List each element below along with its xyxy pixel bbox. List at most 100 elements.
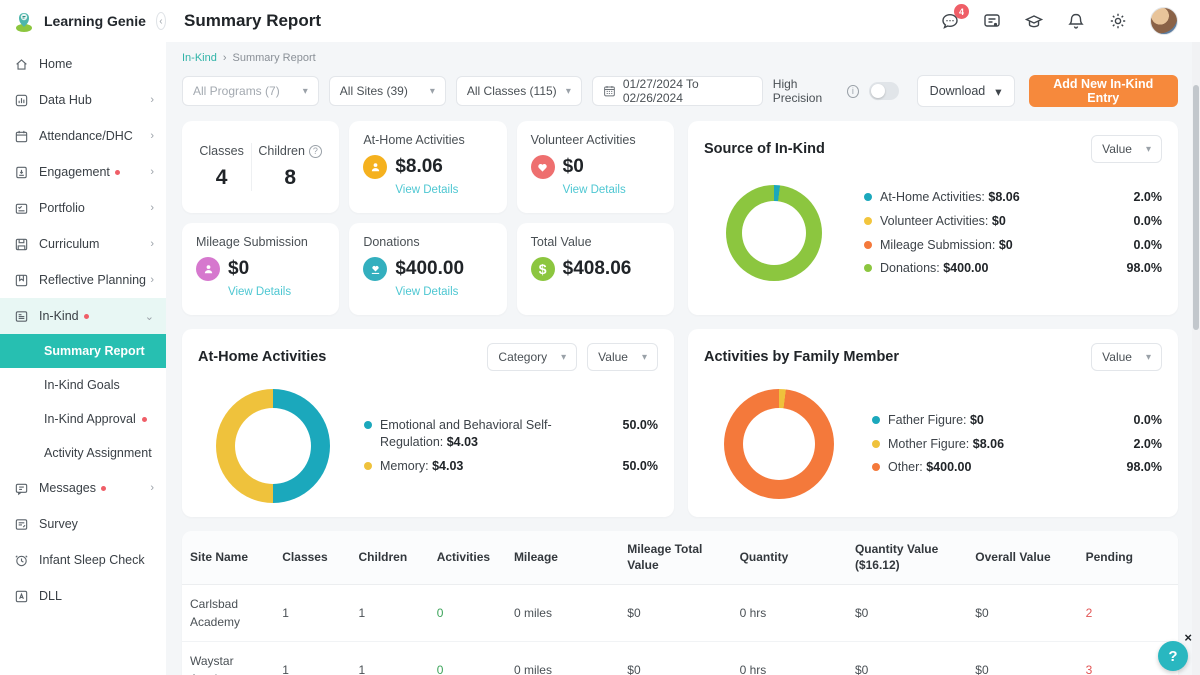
high-precision-toggle[interactable] bbox=[868, 82, 899, 100]
sidebar-item-home[interactable]: Home bbox=[0, 46, 166, 82]
table-cell: 0 miles bbox=[505, 641, 620, 675]
stat-card-value: $400.00 bbox=[395, 258, 465, 279]
at-home-donut-chart bbox=[216, 389, 330, 503]
breadcrumb-parent[interactable]: In-Kind bbox=[182, 52, 217, 64]
sleep-check-icon bbox=[14, 553, 29, 568]
legend-item: Donations: $400.00 98.0% bbox=[864, 260, 1162, 277]
table-row[interactable]: Carlsbad Academy 1 1 0 0 miles $0 0 hrs $0 $0 2 bbox=[182, 584, 1178, 643]
user-avatar[interactable] bbox=[1150, 7, 1178, 35]
sidebar-item-in-kind[interactable]: In-Kind ⌄ bbox=[0, 298, 166, 334]
scrollbar-thumb[interactable] bbox=[1193, 85, 1199, 330]
legend-dot-icon bbox=[364, 461, 372, 470]
breadcrumb: In-Kind › Summary Report bbox=[182, 52, 1178, 64]
download-button[interactable]: Download ▾ bbox=[916, 75, 1015, 107]
chevron-right-icon: › bbox=[150, 130, 154, 142]
view-details-link[interactable]: View Details bbox=[395, 184, 459, 196]
sidebar-subitem-summary-report[interactable]: Summary Report bbox=[0, 334, 166, 368]
table-cell: 0 bbox=[428, 641, 506, 675]
sidebar-subitem-in-kind-goals[interactable]: In-Kind Goals bbox=[0, 368, 166, 402]
graduation-cap-icon[interactable] bbox=[1024, 11, 1044, 31]
data-hub-icon bbox=[14, 93, 29, 108]
help-close-icon[interactable]: × bbox=[1184, 630, 1192, 645]
table-cell: 2 bbox=[1077, 584, 1178, 643]
notification-dot bbox=[114, 169, 120, 175]
legend-item: Volunteer Activities: $0 0.0% bbox=[864, 213, 1162, 230]
sidebar-item-messages[interactable]: Messages › bbox=[0, 470, 166, 506]
settings-gear-icon[interactable] bbox=[1108, 11, 1128, 31]
view-details-link[interactable]: View Details bbox=[562, 184, 626, 196]
in-kind-icon bbox=[14, 309, 29, 324]
volunteer-heart-icon bbox=[530, 155, 555, 179]
family-donut-chart bbox=[724, 389, 834, 499]
sidebar-item-attendance-dhc[interactable]: Attendance/DHC › bbox=[0, 118, 166, 154]
sidebar-item-infant-sleep-check[interactable]: Infant Sleep Check bbox=[0, 542, 166, 578]
download-label: Download bbox=[929, 84, 986, 98]
sidebar-item-label: Portfolio bbox=[39, 201, 85, 215]
chevron-down-icon: ▾ bbox=[995, 84, 1002, 99]
view-details-link[interactable]: View Details bbox=[228, 286, 292, 298]
chat-icon[interactable]: 4 bbox=[940, 4, 969, 31]
legend-dot-icon bbox=[864, 216, 872, 225]
legend-percent: 50.0% bbox=[622, 458, 658, 473]
table-cell: 1 bbox=[274, 641, 351, 675]
children-label: Children? bbox=[258, 144, 322, 158]
main-content: In-Kind › Summary Report All Programs (7… bbox=[166, 42, 1200, 675]
legend-dot-icon bbox=[864, 240, 872, 249]
legend-percent: 98.0% bbox=[1126, 460, 1162, 475]
legend-percent: 2.0% bbox=[1133, 436, 1163, 451]
help-info-icon[interactable]: ? bbox=[308, 144, 322, 158]
dollar-icon: $ bbox=[530, 257, 555, 281]
legend-item: Memory: $4.03 50.0% bbox=[364, 458, 658, 475]
programs-select[interactable]: All Programs (7) ▾ bbox=[182, 76, 319, 106]
legend-label: Emotional and Behavioral Self-Regulation… bbox=[380, 418, 552, 450]
category-select[interactable]: Category ▾ bbox=[487, 343, 578, 371]
value-select[interactable]: Value ▾ bbox=[1091, 343, 1162, 371]
view-details-link[interactable]: View Details bbox=[395, 286, 459, 298]
sites-select[interactable]: All Sites (39) ▾ bbox=[328, 76, 446, 106]
site-name-cell: Carlsbad Academy bbox=[182, 584, 275, 643]
chevron-down-icon: ▾ bbox=[429, 85, 435, 97]
reflective-planning-icon bbox=[14, 273, 29, 288]
help-button[interactable]: ? bbox=[1158, 641, 1188, 671]
sidebar-subitem-activity-assignment[interactable]: Activity Assignment bbox=[0, 436, 166, 470]
sidebar-collapse-button[interactable]: ‹ bbox=[155, 12, 166, 30]
sidebar-item-label: Data Hub bbox=[39, 93, 92, 107]
date-range-value: 01/27/2024 To 02/26/2024 bbox=[622, 77, 699, 105]
survey-icon bbox=[14, 517, 29, 532]
stat-card-title: Total Value bbox=[530, 235, 592, 249]
sidebar-item-survey[interactable]: Survey bbox=[0, 506, 166, 542]
children-value: 8 bbox=[284, 166, 296, 189]
info-icon[interactable]: i bbox=[847, 84, 859, 98]
date-range-picker[interactable]: 01/27/2024 To 02/26/2024 bbox=[591, 76, 763, 106]
stat-card-title: Volunteer Activities bbox=[530, 133, 636, 147]
column-header-overall-value: Overall Value bbox=[967, 531, 1078, 586]
value-select[interactable]: Value ▾ bbox=[1091, 135, 1162, 163]
sidebar-item-portfolio[interactable]: Portfolio › bbox=[0, 190, 166, 226]
calendar-icon bbox=[604, 85, 615, 97]
sidebar-item-label: Engagement bbox=[39, 165, 110, 179]
scrollbar-track[interactable] bbox=[1192, 42, 1200, 675]
feedback-note-icon[interactable] bbox=[982, 11, 1002, 31]
column-header-mileage: Mileage bbox=[505, 531, 620, 586]
bell-icon[interactable] bbox=[1066, 11, 1086, 31]
add-in-kind-entry-button[interactable]: Add New In-Kind Entry bbox=[1028, 75, 1178, 107]
sidebar-item-reflective-planning[interactable]: Reflective Planning › bbox=[0, 262, 166, 298]
sidebar-item-dll[interactable]: DLL bbox=[0, 578, 166, 614]
sidebar-item-label: In-Kind bbox=[39, 309, 79, 323]
value-select[interactable]: Value ▾ bbox=[587, 343, 658, 371]
classes-select[interactable]: All Classes (115) ▾ bbox=[455, 76, 582, 106]
sidebar-item-curriculum[interactable]: Curriculum › bbox=[0, 226, 166, 262]
sidebar-item-label: Infant Sleep Check bbox=[39, 553, 145, 567]
legend-label: Mileage Submission: $0 bbox=[880, 237, 1013, 252]
sidebar-item-label: Attendance/DHC bbox=[39, 129, 133, 143]
sidebar-subitem-in-kind-approval[interactable]: In-Kind Approval bbox=[0, 402, 166, 436]
legend-label: Father Figure: $0 bbox=[888, 412, 984, 427]
value-select-value: Value bbox=[598, 350, 628, 364]
sidebar-item-data-hub[interactable]: Data Hub › bbox=[0, 82, 166, 118]
sidebar-item-engagement[interactable]: Engagement › bbox=[0, 154, 166, 190]
divider bbox=[250, 143, 252, 191]
family-member-panel: Activities by Family Member Value ▾ Fathe… bbox=[688, 329, 1178, 517]
legend-dot-icon bbox=[364, 421, 372, 430]
filter-bar: All Programs (7) ▾ All Sites (39) ▾ All Cl… bbox=[182, 75, 1178, 107]
